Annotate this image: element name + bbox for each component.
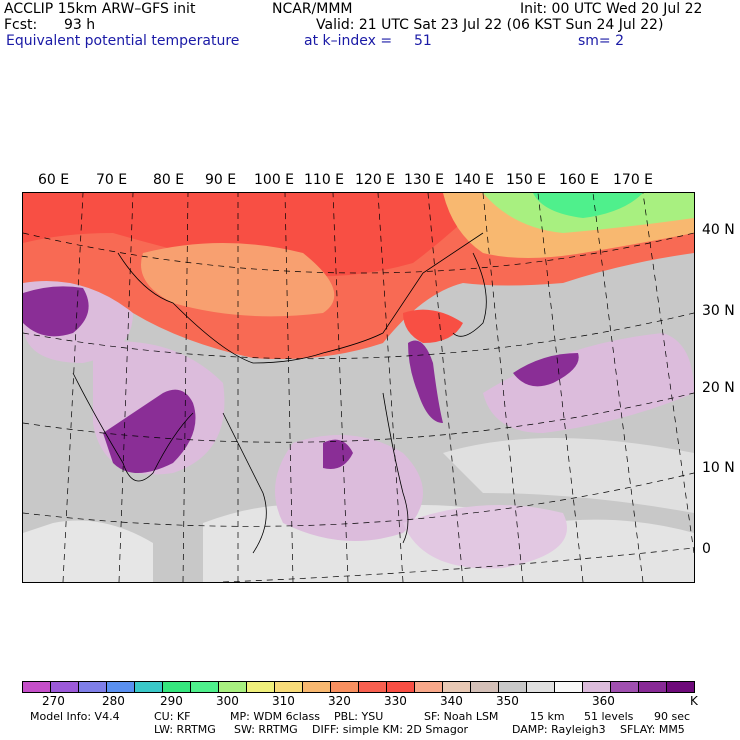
colorbar-segment xyxy=(51,682,79,692)
init-time: Init: 00 UTC Wed 20 Jul 22 xyxy=(520,1,703,17)
lon-label: 150 E xyxy=(506,172,547,188)
mp-scheme: MP: WDM 6class xyxy=(230,710,320,723)
lw-scheme: LW: RRTMG xyxy=(154,723,216,736)
timestep: 90 sec xyxy=(654,710,691,723)
sw-scheme: SW: RRTMG xyxy=(234,723,298,736)
colorbar-segment xyxy=(611,682,639,692)
lon-label: 90 E xyxy=(205,172,237,188)
colorbar-segment xyxy=(583,682,611,692)
cu-scheme: CU: KF xyxy=(154,710,191,723)
model-title: ACCLIP 15km ARW–GFS init xyxy=(4,1,196,17)
lat-label: 10 N xyxy=(702,460,735,476)
colorbar-label: 290 xyxy=(160,694,183,708)
colorbar-segment xyxy=(667,682,694,692)
colorbar-segment xyxy=(135,682,163,692)
colorbar-segment xyxy=(191,682,219,692)
colorbar-label: 310 xyxy=(272,694,295,708)
colorbar-label: 360 xyxy=(592,694,615,708)
lat-label: 20 N xyxy=(702,380,735,396)
resolution: 15 km xyxy=(530,710,565,723)
damp-scheme: DAMP: Rayleigh3 xyxy=(512,723,606,736)
field-name: Equivalent potential temperature xyxy=(6,33,240,49)
colorbar-segment xyxy=(359,682,387,692)
level-value: 51 xyxy=(414,33,432,49)
lon-label: 60 E xyxy=(38,172,70,188)
colorbar-segment xyxy=(387,682,415,692)
colorbar-segment xyxy=(275,682,303,692)
colorbar-label: 280 xyxy=(102,694,125,708)
colorbar-segment xyxy=(107,682,135,692)
colorbar-segment xyxy=(331,682,359,692)
colorbar-segment xyxy=(471,682,499,692)
colorbar-segment xyxy=(443,682,471,692)
colorbar-label: 270 xyxy=(42,694,65,708)
colorbar-label: 300 xyxy=(216,694,239,708)
colorbar-segment xyxy=(415,682,443,692)
lon-label: 110 E xyxy=(304,172,345,188)
lon-label: 70 E xyxy=(96,172,128,188)
colorbar xyxy=(22,681,695,693)
fcst-label: Fcst: xyxy=(4,17,38,33)
colorbar-segment xyxy=(23,682,51,692)
level-label: at k–index = xyxy=(304,33,393,49)
colorbar-segment xyxy=(163,682,191,692)
model-info: Model Info: V4.4 xyxy=(30,710,120,723)
colorbar-segment xyxy=(499,682,527,692)
center-label: NCAR/MMM xyxy=(272,1,353,17)
pbl-scheme: PBL: YSU xyxy=(334,710,384,723)
lon-label: 100 E xyxy=(254,172,295,188)
lon-label: 80 E xyxy=(153,172,185,188)
lon-label: 120 E xyxy=(355,172,396,188)
sflay-scheme: SFLAY: MM5 xyxy=(620,723,685,736)
sf-scheme: SF: Noah LSM xyxy=(424,710,499,723)
colorbar-segment xyxy=(247,682,275,692)
fcst-value: 93 h xyxy=(64,17,96,33)
colorbar-segment xyxy=(555,682,583,692)
valid-time: Valid: 21 UTC Sat 23 Jul 22 (06 KST Sun … xyxy=(316,17,664,33)
colorbar-label: 340 xyxy=(440,694,463,708)
colorbar-segment xyxy=(303,682,331,692)
colorbar-label: 330 xyxy=(384,694,407,708)
colorbar-label: 350 xyxy=(496,694,519,708)
colorbar-segment xyxy=(527,682,555,692)
lon-label: 160 E xyxy=(559,172,600,188)
lat-label: 0 xyxy=(702,541,711,557)
colorbar-segment xyxy=(219,682,247,692)
lat-label: 40 N xyxy=(702,222,735,238)
lon-label: 140 E xyxy=(454,172,495,188)
theta-e-field xyxy=(23,193,694,582)
colorbar-segment xyxy=(639,682,667,692)
lat-label: 30 N xyxy=(702,303,735,319)
smoothing-label: sm= 2 xyxy=(578,33,625,49)
colorbar-segment xyxy=(79,682,107,692)
diff-scheme: DIFF: simple KM: 2D Smagor xyxy=(312,723,469,736)
levels: 51 levels xyxy=(584,710,634,723)
map-panel[interactable] xyxy=(22,192,695,583)
colorbar-unit: K xyxy=(690,694,698,708)
lon-label: 130 E xyxy=(404,172,445,188)
colorbar-label: 320 xyxy=(328,694,351,708)
lon-label: 170 E xyxy=(613,172,654,188)
